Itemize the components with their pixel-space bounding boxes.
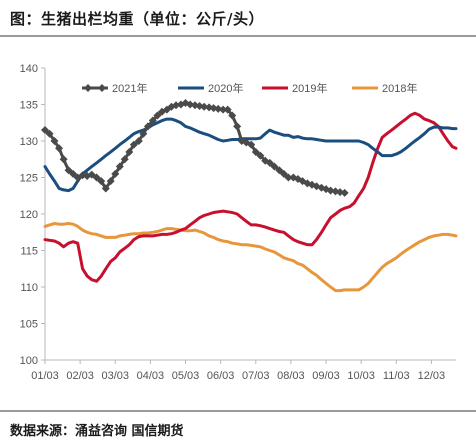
legend-label: 2018年: [382, 81, 417, 95]
x-tick-label: 03/03: [101, 370, 129, 382]
x-tick-label: 04/03: [137, 370, 165, 382]
x-tick-label: 06/03: [207, 370, 235, 382]
data-point: [50, 137, 59, 145]
x-tick-label: 07/03: [242, 370, 270, 382]
y-tick-label: 130: [20, 136, 38, 148]
data-point: [247, 140, 256, 149]
y-tick-label: 140: [20, 63, 38, 75]
x-tick-label: 08/03: [277, 370, 305, 382]
series-lines: [41, 99, 458, 293]
legend: 2021年 2020年 2019年 2018年: [82, 81, 417, 95]
series-line-3: [43, 222, 458, 293]
y-tick-label: 125: [20, 173, 38, 185]
source-note: 数据来源：涌益咨询 国信期货: [10, 424, 184, 439]
data-point: [172, 101, 181, 110]
data-point: [45, 129, 54, 138]
x-tick-label: 09/03: [312, 370, 340, 382]
chart-title: 图：生猪出栏均重（单位：公斤/头）: [10, 10, 264, 28]
y-tick-label: 110: [20, 282, 38, 294]
legend-label: 2020年: [208, 81, 243, 95]
data-point: [153, 111, 162, 120]
data-point: [228, 111, 237, 120]
title-bar: 图：生猪出栏均重（单位：公斤/头）: [0, 0, 476, 37]
data-point: [106, 177, 115, 186]
y-tick-label: 105: [20, 319, 38, 331]
data-point: [251, 147, 260, 156]
data-point: [265, 158, 274, 167]
legend-marker: [98, 84, 106, 92]
y-tick-label: 100: [20, 355, 38, 367]
data-point: [284, 173, 293, 182]
data-point: [270, 162, 279, 171]
y-tick-label: 115: [20, 246, 38, 258]
source-bar: 数据来源：涌益咨询 国信期货: [0, 410, 476, 444]
data-point: [233, 122, 242, 131]
data-point: [186, 100, 195, 109]
data-point: [340, 188, 349, 197]
data-point: [275, 166, 284, 175]
data-point: [125, 147, 134, 156]
data-point: [59, 155, 68, 164]
x-tick-label: 05/03: [172, 370, 200, 382]
data-point: [129, 140, 138, 149]
data-point: [69, 169, 78, 178]
plot-area: [44, 68, 456, 361]
y-tick-label: 135: [20, 100, 38, 112]
y-ticks: 100 105 110 115 120 125 130 135 140: [20, 63, 45, 367]
data-point: [139, 129, 148, 138]
data-point: [223, 105, 232, 114]
legend-label: 2019年: [292, 81, 327, 95]
x-tick-label: 11/03: [383, 370, 410, 382]
data-point: [200, 102, 209, 111]
data-point: [64, 166, 73, 175]
data-point: [120, 155, 129, 164]
data-point: [41, 126, 49, 135]
legend-marker: [84, 84, 92, 92]
data-point: [279, 169, 288, 178]
data-point: [134, 137, 143, 145]
data-point: [148, 116, 157, 125]
data-point: [256, 151, 265, 160]
x-tick-label: 12/03: [418, 370, 446, 382]
data-point: [101, 184, 110, 193]
x-tick-label: 02/03: [66, 370, 94, 382]
x-tick-label: 01/03: [31, 370, 59, 382]
data-point: [143, 122, 152, 131]
data-point: [326, 186, 335, 195]
data-point: [214, 104, 223, 113]
data-point: [55, 144, 64, 153]
x-tick-label: 10/03: [347, 370, 375, 382]
y-tick-label: 120: [20, 209, 38, 221]
series-line-1: [43, 117, 458, 193]
data-point: [92, 173, 101, 182]
legend-label: 2021年: [112, 81, 147, 95]
data-point: [111, 169, 120, 178]
series-line-2: [43, 111, 458, 283]
x-ticks: 01/03 02/03 03/03 04/03 05/03 06/03 07/03 08/03…: [31, 360, 445, 382]
data-point: [219, 105, 228, 114]
data-point: [97, 177, 106, 186]
data-point: [115, 162, 124, 171]
